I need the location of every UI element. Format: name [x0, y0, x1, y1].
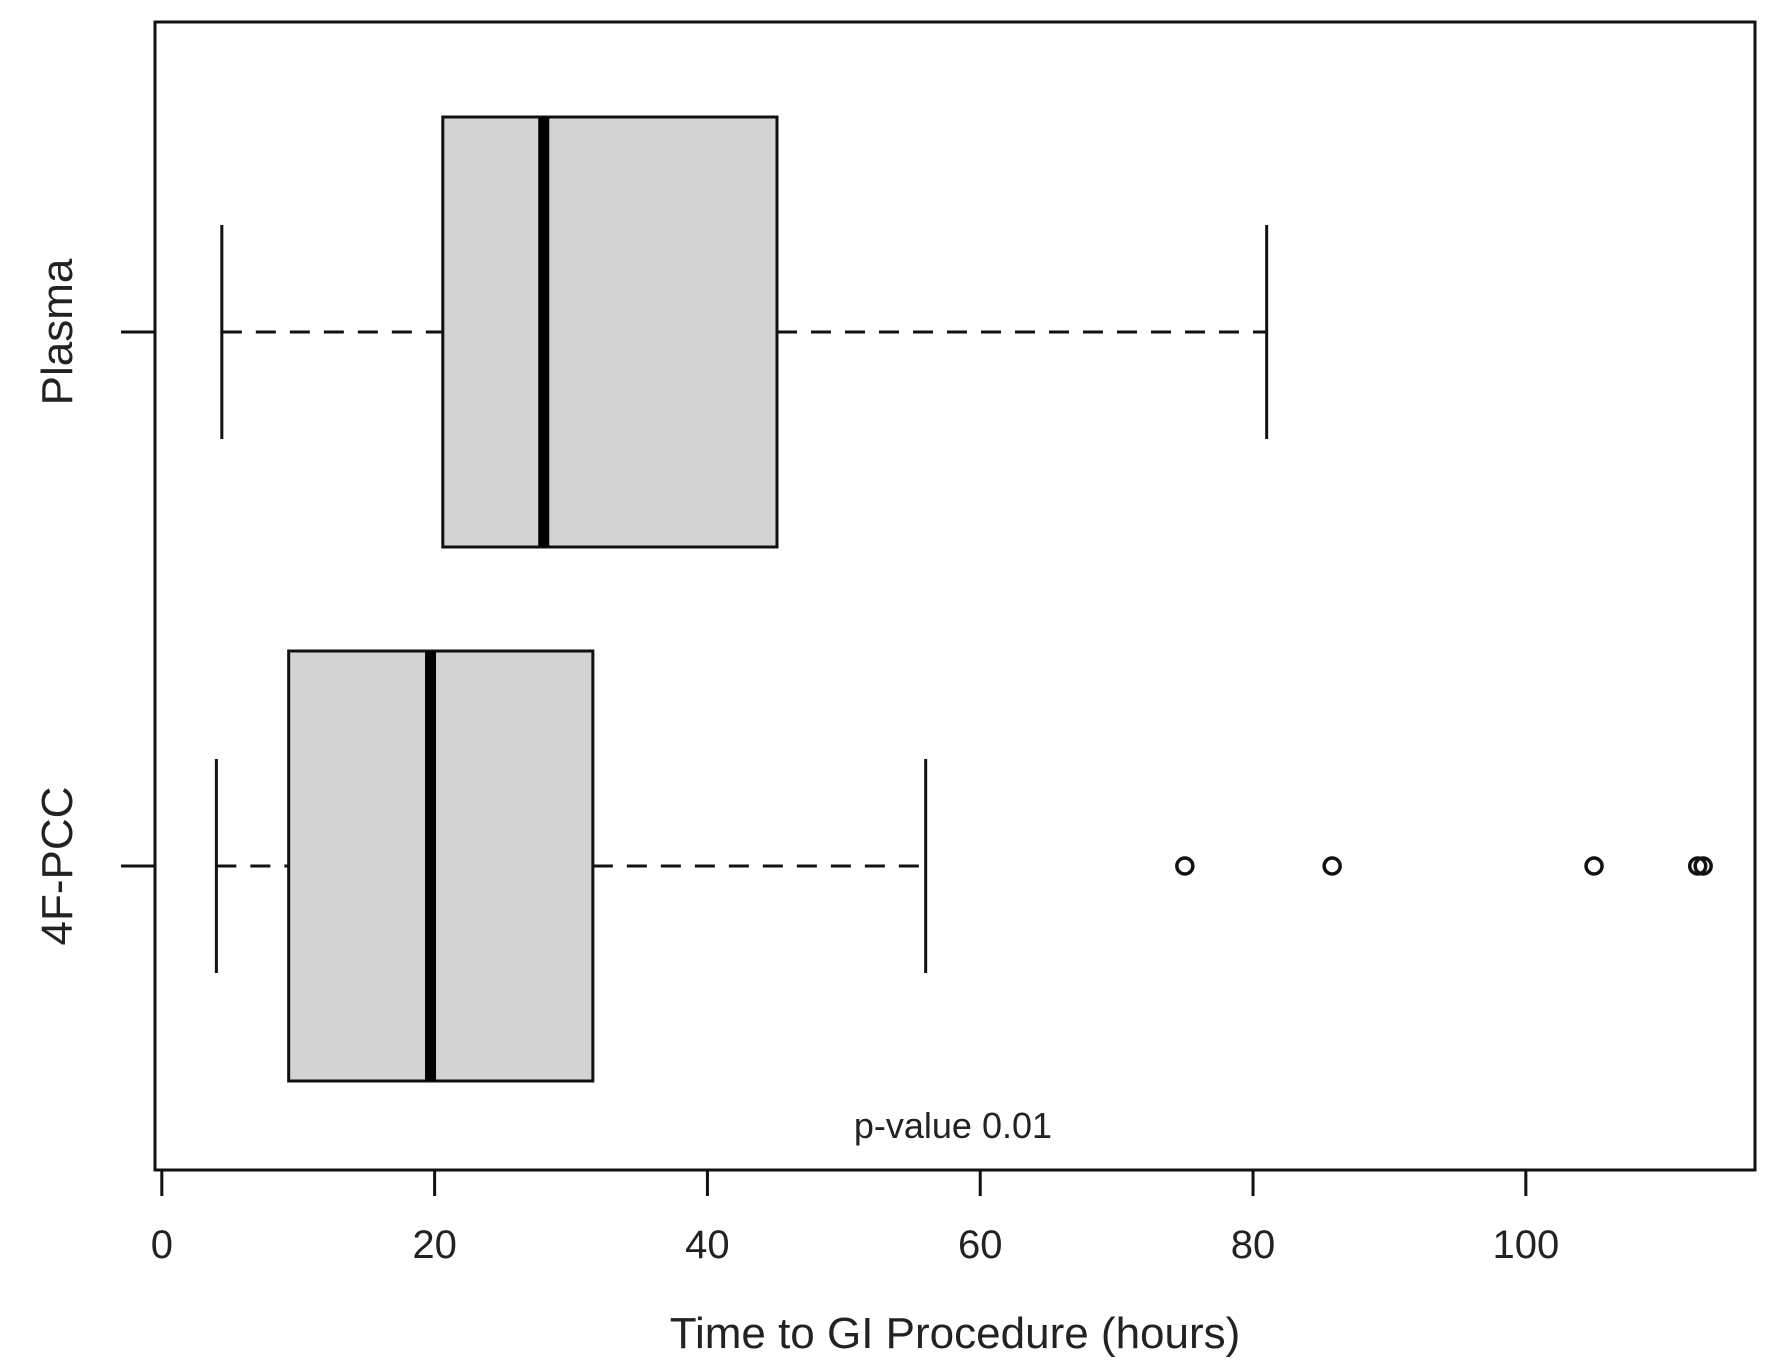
- x-tick-label-60: 60: [958, 1223, 1003, 1267]
- x-tick-label-100: 100: [1492, 1223, 1559, 1267]
- y-axis: 4F-PCC Plasma: [33, 258, 155, 945]
- box-group-plasma: [220, 115, 1269, 549]
- category-label-plasma: Plasma: [33, 258, 82, 405]
- x-tick-label-0: 0: [151, 1223, 173, 1267]
- category-label-4f-pcc: 4F-PCC: [33, 787, 82, 946]
- outlier-point-4f-pcc-1: [1322, 856, 1342, 876]
- boxes-layer: [214, 115, 1713, 1083]
- outlier-point-4f-pcc-4: [1693, 856, 1713, 876]
- outlier-point-4f-pcc-0: [1175, 856, 1195, 876]
- box-group-4f-pcc: [214, 649, 1713, 1083]
- x-tick-label-20: 20: [412, 1223, 457, 1267]
- iqr-box-plasma: [441, 115, 779, 549]
- x-axis: 0 20 40 60 80 100: [151, 1168, 1559, 1267]
- x-tick-label-40: 40: [685, 1223, 730, 1267]
- x-axis-label: Time to GI Procedure (hours): [670, 1309, 1241, 1358]
- x-tick-label-80: 80: [1231, 1223, 1276, 1267]
- outlier-point-4f-pcc-2: [1584, 856, 1604, 876]
- p-value-annotation: p-value 0.01: [854, 1105, 1052, 1146]
- iqr-box-4f-pcc: [287, 649, 595, 1083]
